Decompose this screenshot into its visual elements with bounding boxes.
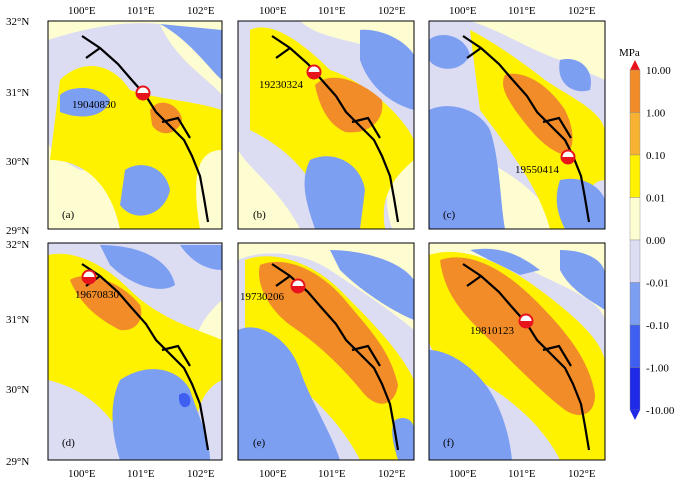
colorbar-tick-label: 0.10 bbox=[646, 150, 666, 162]
colorbar-cell bbox=[629, 282, 641, 326]
colorbar-tick-label: 0.01 bbox=[646, 193, 665, 205]
lat-label-29: 29°N bbox=[6, 225, 29, 237]
event-label-f: 19810123 bbox=[470, 325, 515, 337]
colorbar: MPa 10.00 1.00 0.10 0.01 0.00 -0.01 -0.10 -1.00… bbox=[619, 47, 675, 420]
colorbar-unit: MPa bbox=[619, 47, 640, 59]
lon-e-102: 102°E bbox=[378, 468, 406, 480]
lon-f-100: 100°E bbox=[449, 468, 477, 480]
lat-label-32b: 32°N bbox=[6, 239, 29, 251]
lon-c-101: 101°E bbox=[508, 5, 536, 17]
colorbar-cell bbox=[629, 112, 641, 156]
colorbar-tick-label: -10.00 bbox=[646, 405, 675, 417]
event-label-a: 19040830 bbox=[72, 99, 117, 111]
lat-label-32: 32°N bbox=[6, 16, 29, 28]
panel-f bbox=[429, 243, 605, 460]
lon-axis-bottom: 100°E 101°E 102°E 100°E 101°E 102°E 100°… bbox=[68, 468, 596, 480]
panel-tag-a: (a) bbox=[62, 209, 75, 221]
panel-b-frame bbox=[237, 20, 415, 230]
event-label-c: 19550414 bbox=[515, 164, 560, 176]
lat-label-31: 31°N bbox=[6, 87, 29, 99]
lon-b-100: 100°E bbox=[259, 5, 287, 17]
colorbar-cell bbox=[629, 324, 641, 368]
event-marker-c bbox=[560, 149, 576, 165]
lon-a-101: 101°E bbox=[127, 5, 155, 17]
panel-d bbox=[48, 243, 222, 460]
event-marker-f bbox=[518, 313, 534, 329]
lon-e-100: 100°E bbox=[259, 468, 287, 480]
colorbar-cell bbox=[629, 69, 641, 113]
panel-f-frame bbox=[428, 242, 606, 461]
lat-label-31b: 31°N bbox=[6, 314, 29, 326]
lon-c-100: 100°E bbox=[449, 5, 477, 17]
colorbar-tick-label: 10.00 bbox=[646, 65, 671, 77]
colorbar-arrow-bottom bbox=[630, 410, 640, 420]
lon-d-102: 102°E bbox=[187, 468, 215, 480]
lat-axis-top: 32°N 31°N 30°N 29°N bbox=[6, 16, 29, 237]
lon-b-102: 102°E bbox=[378, 5, 406, 17]
panel-a bbox=[48, 21, 222, 229]
panel-tag-c: (c) bbox=[443, 209, 456, 221]
event-label-b: 19230324 bbox=[259, 79, 304, 91]
panel-a-frame bbox=[47, 20, 223, 230]
colorbar-cells bbox=[629, 60, 641, 420]
lon-d-100: 100°E bbox=[68, 468, 96, 480]
lon-a-102: 102°E bbox=[187, 5, 215, 17]
colorbar-labels: 10.00 1.00 0.10 0.01 0.00 -0.01 -0.10 -1.00 -10.… bbox=[646, 65, 675, 417]
event-marker-e bbox=[290, 278, 306, 294]
lon-f-101: 101°E bbox=[508, 468, 536, 480]
event-marker-d bbox=[81, 269, 97, 285]
panel-c-frame bbox=[428, 20, 606, 230]
event-marker-b bbox=[306, 64, 322, 80]
event-label-d: 19670830 bbox=[75, 289, 120, 301]
lon-f-102: 102°E bbox=[568, 468, 596, 480]
lon-a-100: 100°E bbox=[68, 5, 96, 17]
event-label-e: 19730206 bbox=[240, 291, 285, 303]
colorbar-cell bbox=[629, 239, 641, 283]
panel-tag-d: (d) bbox=[62, 437, 75, 449]
lat-label-29b: 29°N bbox=[6, 456, 29, 468]
panel-d-frame bbox=[47, 242, 223, 461]
lon-e-101: 101°E bbox=[318, 468, 346, 480]
colorbar-tick-label: 0.00 bbox=[646, 235, 666, 247]
colorbar-cell bbox=[629, 197, 641, 241]
lon-c-102: 102°E bbox=[568, 5, 596, 17]
panel-c bbox=[429, 21, 605, 229]
lat-label-30b: 30°N bbox=[6, 384, 29, 396]
panel-e-frame bbox=[237, 242, 415, 461]
panel-b bbox=[238, 21, 414, 229]
lon-axis-top: 100°E 101°E 102°E 100°E 101°E 102°E 100°… bbox=[68, 5, 596, 17]
panel-tag-e: (e) bbox=[253, 437, 266, 449]
colorbar-arrow-top bbox=[630, 60, 640, 70]
lon-b-101: 101°E bbox=[318, 5, 346, 17]
event-marker-a bbox=[135, 85, 151, 101]
colorbar-tick-label: -0.10 bbox=[646, 320, 669, 332]
colorbar-tick-label: 1.00 bbox=[646, 108, 666, 120]
panel-tag-b: (b) bbox=[253, 209, 266, 221]
colorbar-cell bbox=[629, 154, 641, 198]
panel-e bbox=[238, 243, 414, 460]
lon-d-101: 101°E bbox=[127, 468, 155, 480]
colorbar-cell bbox=[629, 367, 641, 411]
lat-axis-bottom: 32°N 31°N 30°N 29°N bbox=[6, 239, 29, 468]
lat-label-30: 30°N bbox=[6, 156, 29, 168]
colorbar-tick-label: -1.00 bbox=[646, 363, 669, 375]
colorbar-tick-label: -0.01 bbox=[646, 278, 669, 290]
panel-tag-f: (f) bbox=[443, 437, 454, 449]
